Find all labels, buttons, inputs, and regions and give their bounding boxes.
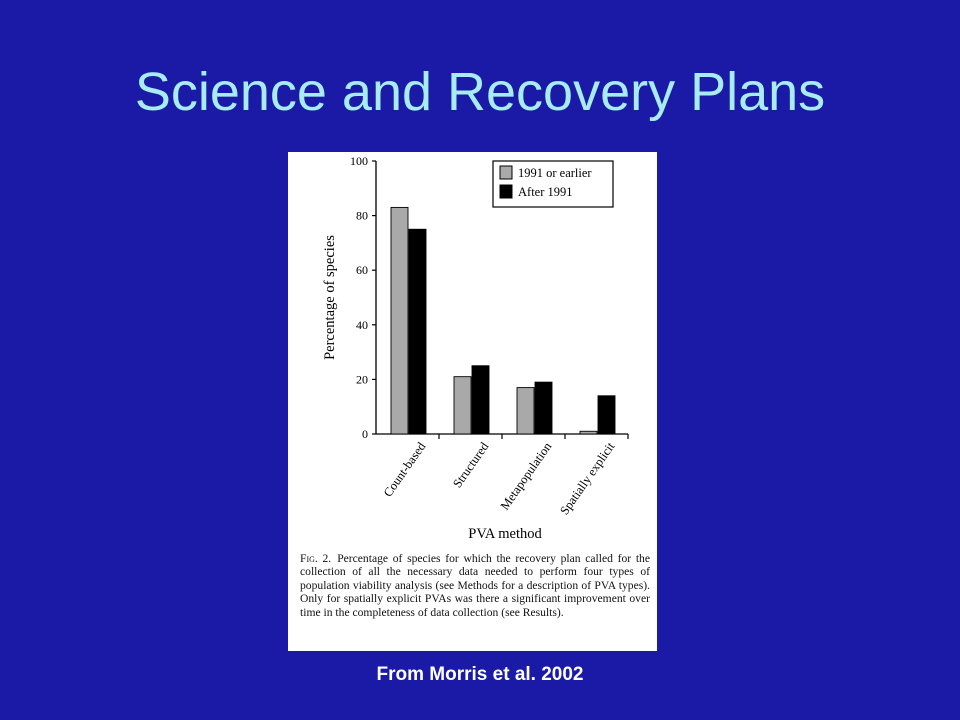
legend-box: [492, 160, 614, 208]
bar: [471, 365, 490, 435]
legend-label: After 1991: [518, 185, 573, 199]
y-tick-label: 60: [356, 263, 368, 277]
figure-panel: 0 20 40 60 80 100 Percentage of species Count-b…: [288, 152, 657, 651]
y-tick-label: 20: [356, 372, 368, 386]
caption-text: Percentage of species for which the reco…: [300, 552, 650, 619]
bar: [453, 376, 472, 435]
figure-label: Fig. 2.: [300, 552, 332, 565]
x-tick-label: Metapopulation: [498, 439, 555, 512]
legend-swatch: [499, 184, 513, 199]
bar: [534, 381, 553, 435]
y-tick-label: 100: [350, 154, 368, 168]
bar: [390, 206, 409, 435]
figure-caption: Fig. 2. Percentage of species for which t…: [300, 552, 650, 619]
bar: [408, 228, 427, 435]
y-tick-label: 0: [362, 427, 368, 441]
slide-title: Science and Recovery Plans: [134, 62, 826, 122]
x-tick-label: Structured: [450, 439, 492, 490]
bar-chart: 0 20 40 60 80 100 Percentage of species Count-b…: [322, 154, 629, 542]
source-citation: From Morris et al. 2002: [376, 664, 584, 685]
x-axis-label: PVA method: [468, 526, 542, 542]
y-tick-label: 80: [356, 209, 368, 223]
legend-label: 1991 or earlier: [518, 166, 592, 180]
bar: [516, 387, 535, 435]
x-tick-label: Spatially explicit: [557, 439, 618, 517]
x-tick-label: Count-based: [381, 439, 429, 499]
bar: [579, 430, 598, 435]
legend-swatch: [499, 165, 513, 180]
bar: [597, 395, 616, 435]
y-tick-label: 40: [356, 318, 368, 332]
y-axis-label: Percentage of species: [322, 235, 338, 360]
